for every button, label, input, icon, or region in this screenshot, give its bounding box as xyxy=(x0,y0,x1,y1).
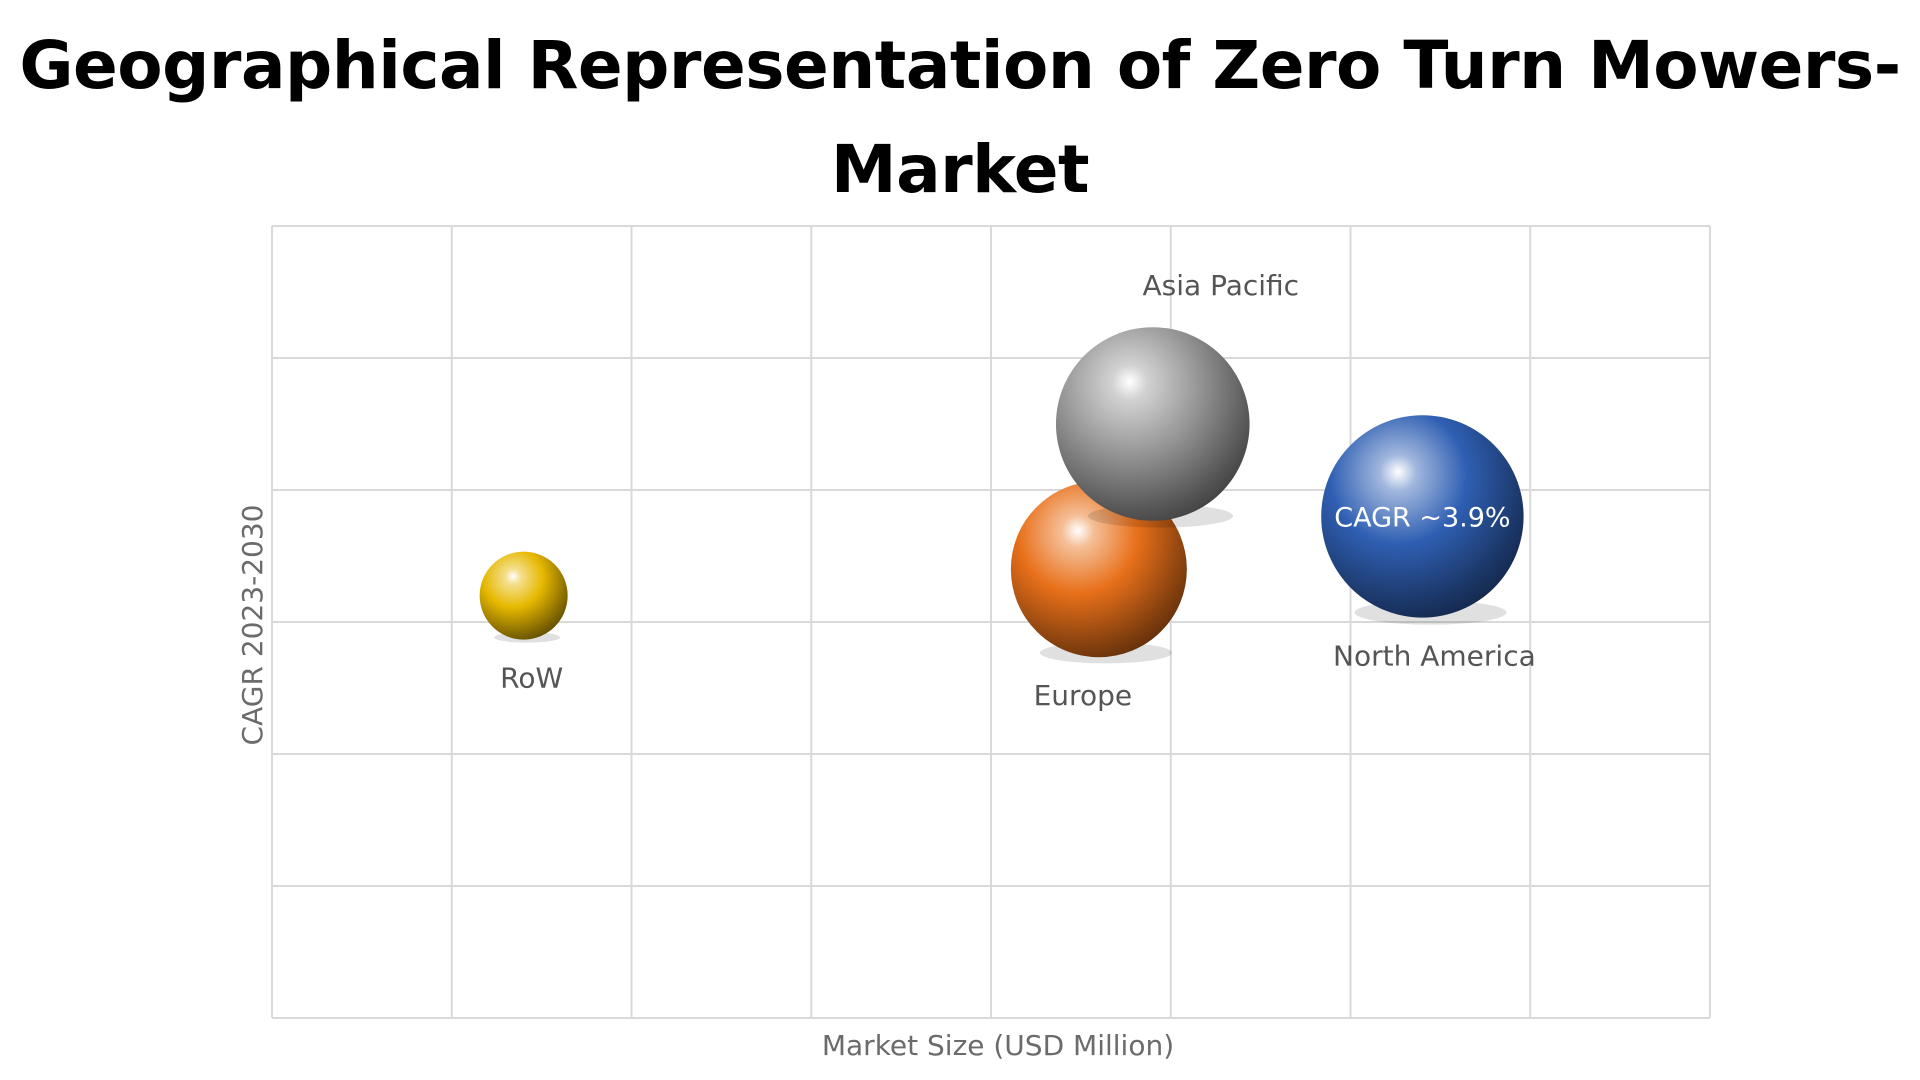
bubble-annotation-cagr: CAGR ~3.9% xyxy=(1334,502,1510,533)
bubble-label-row: RoW xyxy=(500,662,563,695)
bubble-asia-pacific xyxy=(1055,327,1250,521)
bubble-europe xyxy=(1010,481,1187,658)
bubble-label-north-america: North America xyxy=(1333,640,1536,673)
bubble-row xyxy=(479,551,568,640)
bubble-label-asia-pacific: Asia Pacific xyxy=(1142,269,1299,302)
chart-title: Geographical Representation of Zero Turn… xyxy=(0,14,1920,222)
chart-title-line-2: Market xyxy=(830,131,1090,208)
chart-title-line-1: Geographical Representation of Zero Turn… xyxy=(19,27,1901,104)
y-axis-label: CAGR 2023-2030 xyxy=(236,505,269,746)
chart-grid xyxy=(271,225,1711,1019)
x-axis-label: Market Size (USD Million) xyxy=(822,1029,1174,1062)
chart-labels: RoW Europe Asia Pacific North America CAGR ~… xyxy=(500,269,1536,712)
bubble-label-europe: Europe xyxy=(1034,679,1132,712)
chart-bubbles xyxy=(479,327,1524,664)
bubble-north-america xyxy=(1321,415,1524,618)
